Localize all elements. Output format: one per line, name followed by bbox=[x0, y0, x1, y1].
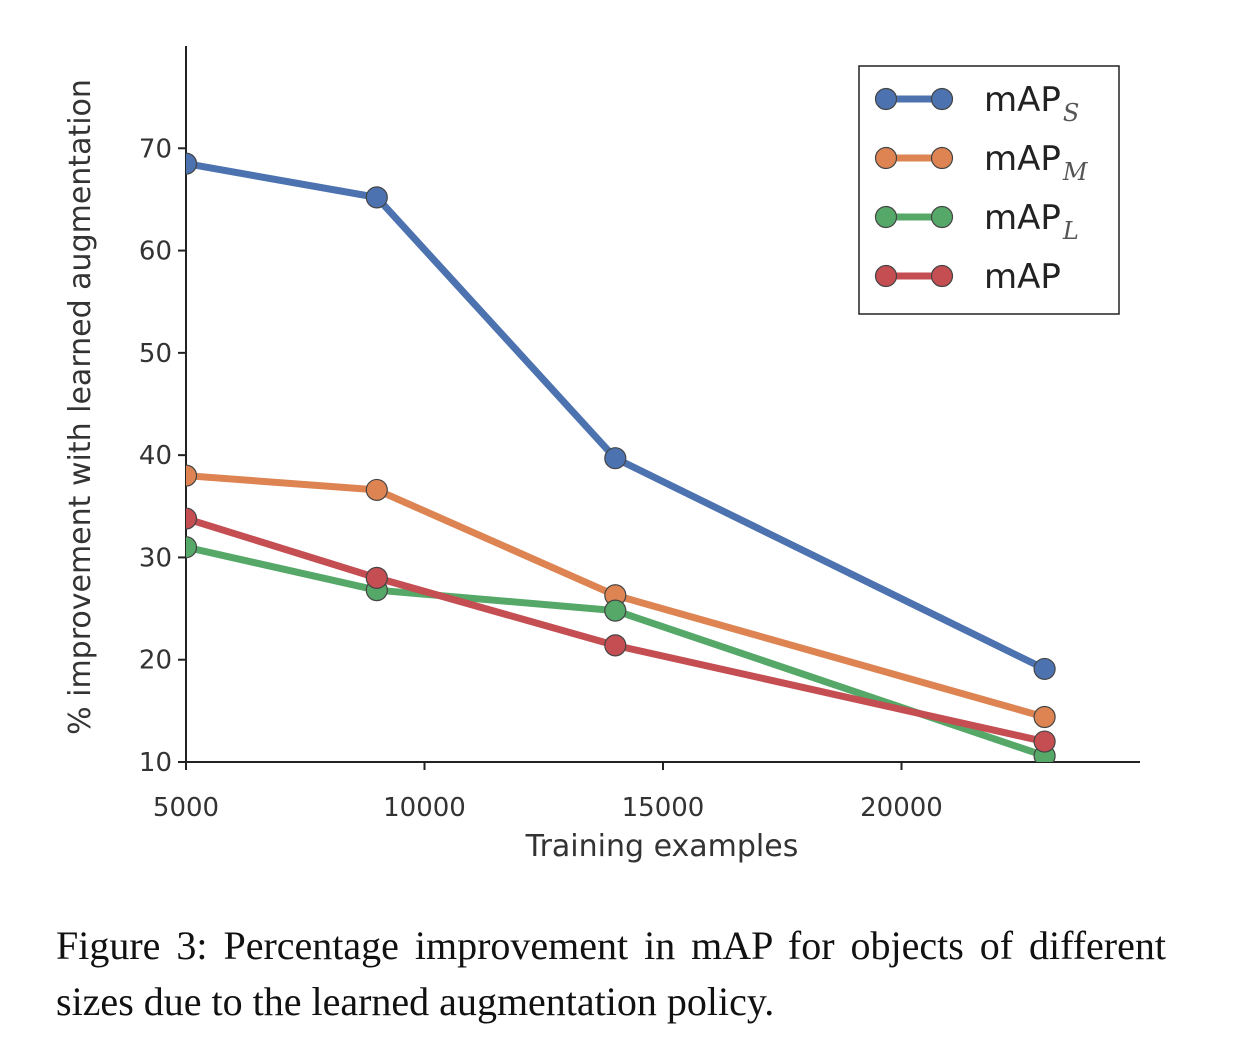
y-tick-label: 50 bbox=[139, 339, 172, 369]
legend-subscript: L bbox=[1062, 217, 1079, 245]
series-line-map-all bbox=[186, 515, 1049, 746]
data-point-map-s bbox=[186, 152, 198, 175]
data-point-map-s bbox=[365, 186, 388, 209]
y-tick-label: 30 bbox=[139, 543, 172, 573]
legend-marker bbox=[874, 264, 898, 288]
series-layer bbox=[186, 152, 1056, 762]
y-tick-label: 70 bbox=[139, 134, 172, 164]
series-line-map-s bbox=[186, 160, 1049, 673]
plot-area bbox=[186, 152, 1056, 762]
y-tick-label: 20 bbox=[139, 646, 172, 676]
figure-caption: Figure 3: Percentage improvement in mAP … bbox=[56, 923, 1166, 1024]
data-point-map-m bbox=[365, 478, 388, 502]
legend-marker bbox=[874, 146, 898, 170]
legend-subscript: S bbox=[1063, 99, 1079, 127]
x-tick-label: 20000 bbox=[860, 793, 943, 823]
x-axis-title: Training examples bbox=[525, 829, 799, 864]
legend-marker bbox=[930, 264, 954, 288]
y-tick-label: 40 bbox=[139, 441, 172, 471]
legend-subscript: M bbox=[1062, 158, 1089, 186]
x-tick-label: 10000 bbox=[383, 793, 466, 823]
data-point-map-m bbox=[1033, 705, 1056, 729]
legend-marker bbox=[874, 87, 898, 111]
data-point-map-all bbox=[186, 507, 198, 530]
series-line-map-m bbox=[186, 472, 1049, 721]
x-tick-label: 15000 bbox=[622, 793, 705, 823]
x-tick-label: 5000 bbox=[153, 793, 219, 823]
legend-label-map-all: mAP bbox=[984, 257, 1061, 297]
y-tick-label: 60 bbox=[139, 237, 172, 267]
data-point-map-all bbox=[604, 634, 627, 657]
data-point-map-s bbox=[1033, 657, 1056, 681]
axes: 10 20 30 40 50 60 70 5000 10000 15000 20000 bbox=[139, 46, 1140, 823]
legend-marker bbox=[874, 205, 898, 229]
data-point-map-m bbox=[186, 464, 198, 487]
legend-marker bbox=[930, 146, 954, 170]
data-point-map-l bbox=[604, 599, 627, 622]
series-line-map-l bbox=[186, 543, 1049, 760]
legend-marker bbox=[930, 205, 954, 229]
data-point-map-all bbox=[1033, 730, 1056, 753]
data-point-map-l bbox=[186, 536, 198, 559]
data-point-map-s bbox=[604, 447, 627, 470]
legend-marker bbox=[930, 87, 954, 111]
data-point-map-all bbox=[365, 566, 388, 589]
y-axis-title: % improvement with learned augmentation bbox=[63, 79, 98, 735]
y-tick-label: 10 bbox=[139, 748, 172, 778]
